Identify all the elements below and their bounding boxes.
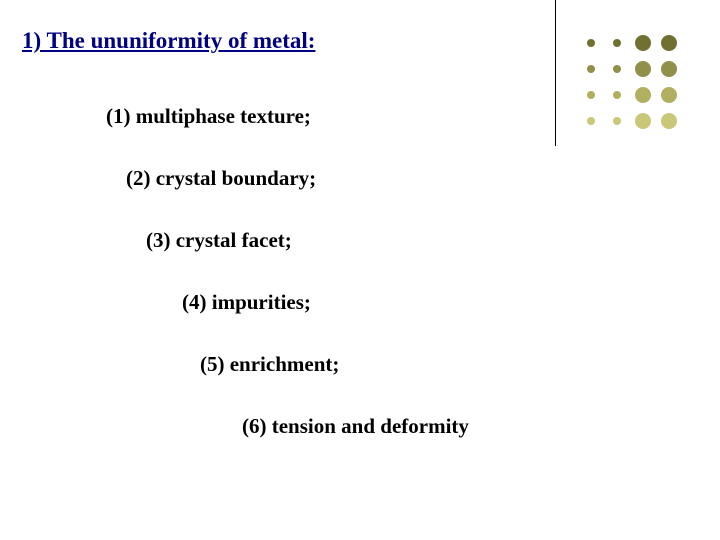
item-6: (6) tension and deformity [242, 414, 469, 439]
dot-icon [661, 87, 677, 103]
dot-icon [661, 35, 677, 51]
dot-icon [587, 39, 595, 47]
dot-icon [661, 113, 677, 129]
item-3: (3) crystal facet; [146, 228, 292, 253]
dot-icon [613, 117, 621, 125]
vertical-divider [555, 0, 556, 146]
dot-icon [635, 113, 651, 129]
dot-icon [661, 61, 677, 77]
dot-icon [587, 65, 595, 73]
item-4: (4) impurities; [182, 290, 311, 315]
item-1: (1) multiphase texture; [106, 104, 311, 129]
dot-icon [613, 39, 621, 47]
dot-icon [587, 91, 595, 99]
slide-title: 1) The ununiformity of metal: [22, 28, 315, 54]
dot-icon [635, 87, 651, 103]
item-2: (2) crystal boundary; [126, 166, 316, 191]
dot-icon [587, 117, 595, 125]
decorative-dot-grid [578, 30, 682, 134]
dot-icon [613, 65, 621, 73]
dot-icon [635, 61, 651, 77]
dot-icon [635, 35, 651, 51]
item-5: (5) enrichment; [200, 352, 339, 377]
dot-icon [613, 91, 621, 99]
slide: 1) The ununiformity of metal: (1) multip… [0, 0, 720, 540]
